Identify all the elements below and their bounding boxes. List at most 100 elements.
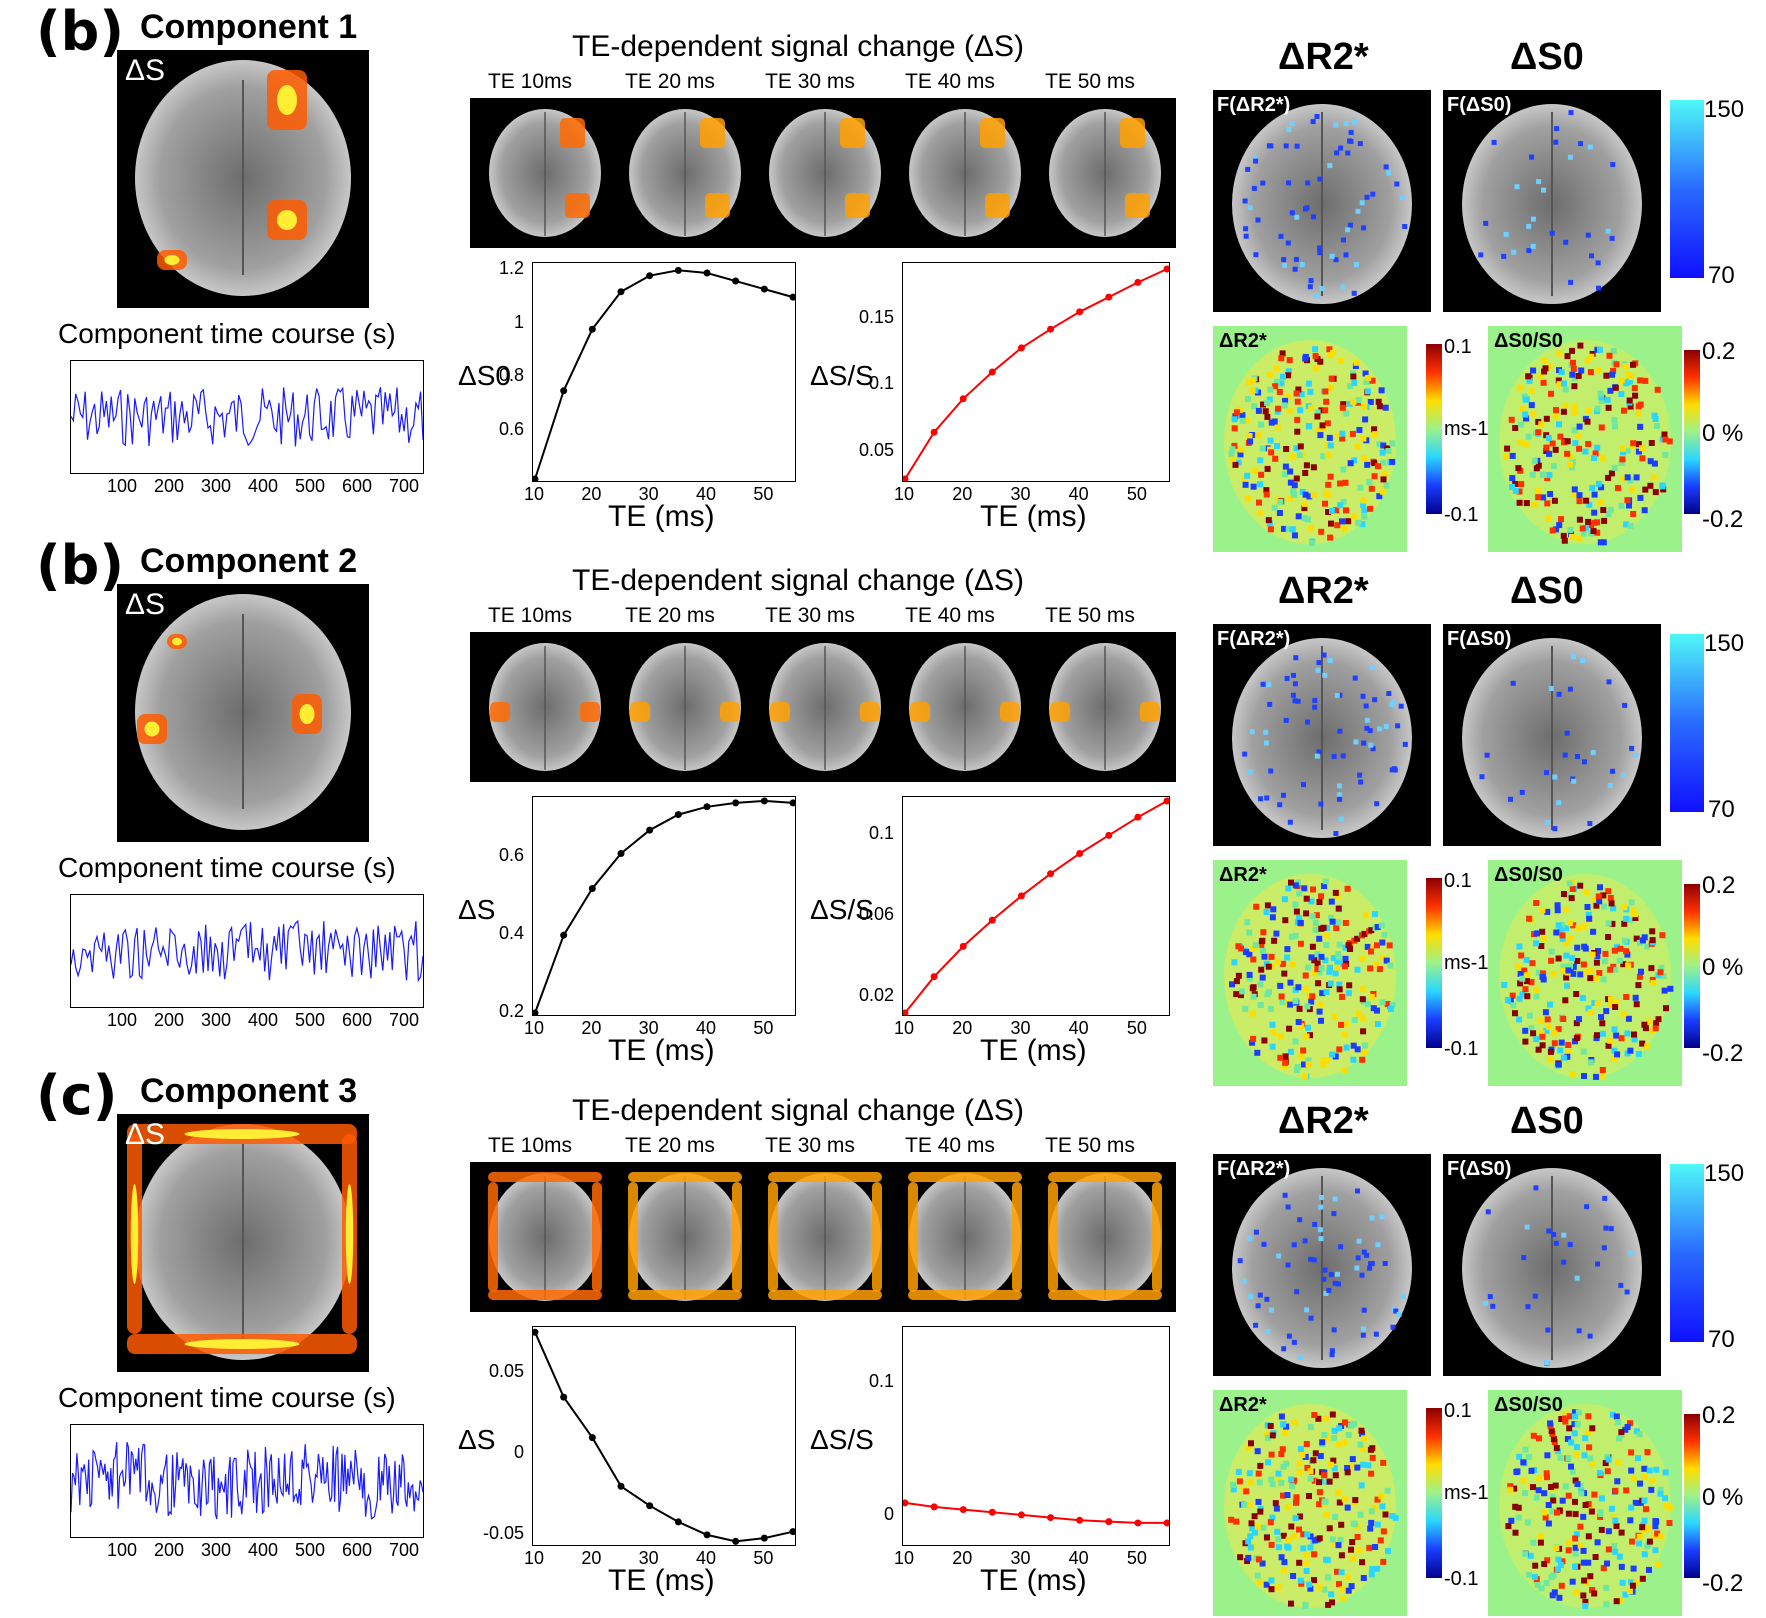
map-voxel	[1660, 973, 1667, 980]
activation-core	[277, 85, 297, 115]
map-voxel	[1333, 507, 1340, 514]
map-voxel	[1269, 1021, 1276, 1028]
map-voxel	[1580, 530, 1587, 537]
map-voxel	[1338, 1521, 1345, 1528]
f-voxel	[1503, 231, 1509, 237]
f-voxel	[1610, 162, 1616, 167]
x-tick: 20	[952, 1548, 973, 1568]
data-point	[1105, 831, 1113, 839]
map-voxel	[1594, 529, 1601, 536]
map-voxel	[1261, 1037, 1268, 1044]
f-voxel	[1564, 730, 1570, 736]
map-voxel	[1504, 445, 1511, 452]
f-voxel	[1605, 228, 1611, 234]
map-voxel	[1312, 926, 1319, 933]
map-voxel	[1528, 1467, 1535, 1474]
map-voxel	[1661, 431, 1668, 438]
map-voxel	[1612, 1517, 1619, 1524]
map-voxel	[1256, 1579, 1263, 1585]
f-voxel	[1620, 772, 1626, 778]
map-voxel	[1318, 965, 1325, 972]
map-voxel	[1555, 1556, 1562, 1563]
map-voxel	[1336, 981, 1343, 988]
map-voxel	[1344, 885, 1351, 892]
data-point	[988, 916, 996, 924]
map-voxel	[1627, 1047, 1634, 1054]
data-point	[646, 826, 654, 834]
f-colorbar-min: 70	[1708, 796, 1735, 823]
plot1-frame	[532, 796, 796, 1016]
f-voxel	[1544, 770, 1549, 776]
map-voxel	[1374, 1007, 1380, 1014]
map-voxel	[1639, 445, 1645, 452]
map-voxel	[1600, 976, 1607, 983]
map-voxel	[1359, 521, 1366, 528]
map-voxel	[1359, 1014, 1366, 1021]
map-voxel	[1265, 963, 1272, 970]
map-voxel	[1585, 518, 1592, 525]
map-voxel	[1566, 1413, 1573, 1420]
map-voxel	[1566, 1425, 1573, 1432]
map-voxel	[1570, 922, 1577, 929]
f-voxel	[1391, 699, 1397, 705]
map-voxel	[1368, 485, 1375, 492]
map-voxel	[1533, 900, 1540, 906]
map-voxel	[1589, 1425, 1596, 1432]
map-voxel	[1539, 471, 1546, 478]
f-voxel	[1318, 801, 1324, 807]
map-voxel	[1361, 507, 1368, 514]
map-voxel	[1357, 1511, 1364, 1518]
map-voxel	[1559, 922, 1565, 929]
map-voxel	[1232, 461, 1239, 468]
map-voxel	[1611, 947, 1618, 954]
map-voxel	[1381, 931, 1388, 938]
x-tick: 30	[638, 1018, 659, 1038]
map-voxel	[1636, 1533, 1643, 1540]
map-voxel	[1636, 1431, 1643, 1438]
map-voxel	[1243, 949, 1250, 956]
map-voxel	[1528, 388, 1535, 395]
map-voxel	[1284, 1492, 1291, 1498]
map-voxel	[1641, 507, 1648, 514]
f-voxel	[1341, 237, 1346, 243]
map-voxel	[1282, 917, 1289, 924]
map-voxel	[1334, 522, 1341, 529]
map-voxel	[1307, 1468, 1314, 1475]
f-voxel	[1337, 796, 1343, 802]
map-voxel	[1338, 1021, 1344, 1028]
map-voxel	[1632, 994, 1639, 1001]
map-voxel	[1605, 1456, 1612, 1463]
map-voxel	[1336, 986, 1343, 993]
map-voxel	[1567, 920, 1574, 927]
map-voxel	[1322, 500, 1328, 507]
map-voxel	[1277, 499, 1284, 505]
map-voxel	[1593, 959, 1600, 966]
map-voxel	[1351, 1017, 1358, 1023]
map-voxel	[1245, 1554, 1252, 1561]
f-voxel	[1287, 819, 1293, 825]
map-voxel	[1528, 979, 1535, 986]
map-voxel	[1541, 1561, 1548, 1567]
map-voxel	[1595, 893, 1602, 900]
map-voxel	[1598, 424, 1605, 431]
map-voxel	[1254, 1448, 1261, 1455]
map-voxel	[1596, 898, 1603, 905]
map-voxel	[1350, 1042, 1357, 1049]
map-voxel	[1650, 980, 1657, 986]
map-voxel	[1613, 999, 1620, 1006]
f-voxel	[1329, 1352, 1335, 1358]
data-point	[1017, 344, 1025, 352]
map-voxel	[1314, 409, 1321, 416]
f-voxel	[1358, 779, 1364, 785]
component-title: Component 3	[140, 1072, 358, 1110]
map-voxel	[1241, 1502, 1248, 1508]
map-voxel	[1248, 1520, 1255, 1527]
map-voxel	[1307, 1533, 1314, 1540]
map-voxel	[1228, 1516, 1235, 1523]
map-voxel	[1585, 1429, 1592, 1436]
map-voxel	[1547, 1048, 1554, 1055]
map-voxel	[1537, 1539, 1544, 1546]
data-point	[789, 1528, 795, 1536]
map-voxel	[1636, 1540, 1643, 1547]
map-voxel	[1246, 433, 1253, 439]
